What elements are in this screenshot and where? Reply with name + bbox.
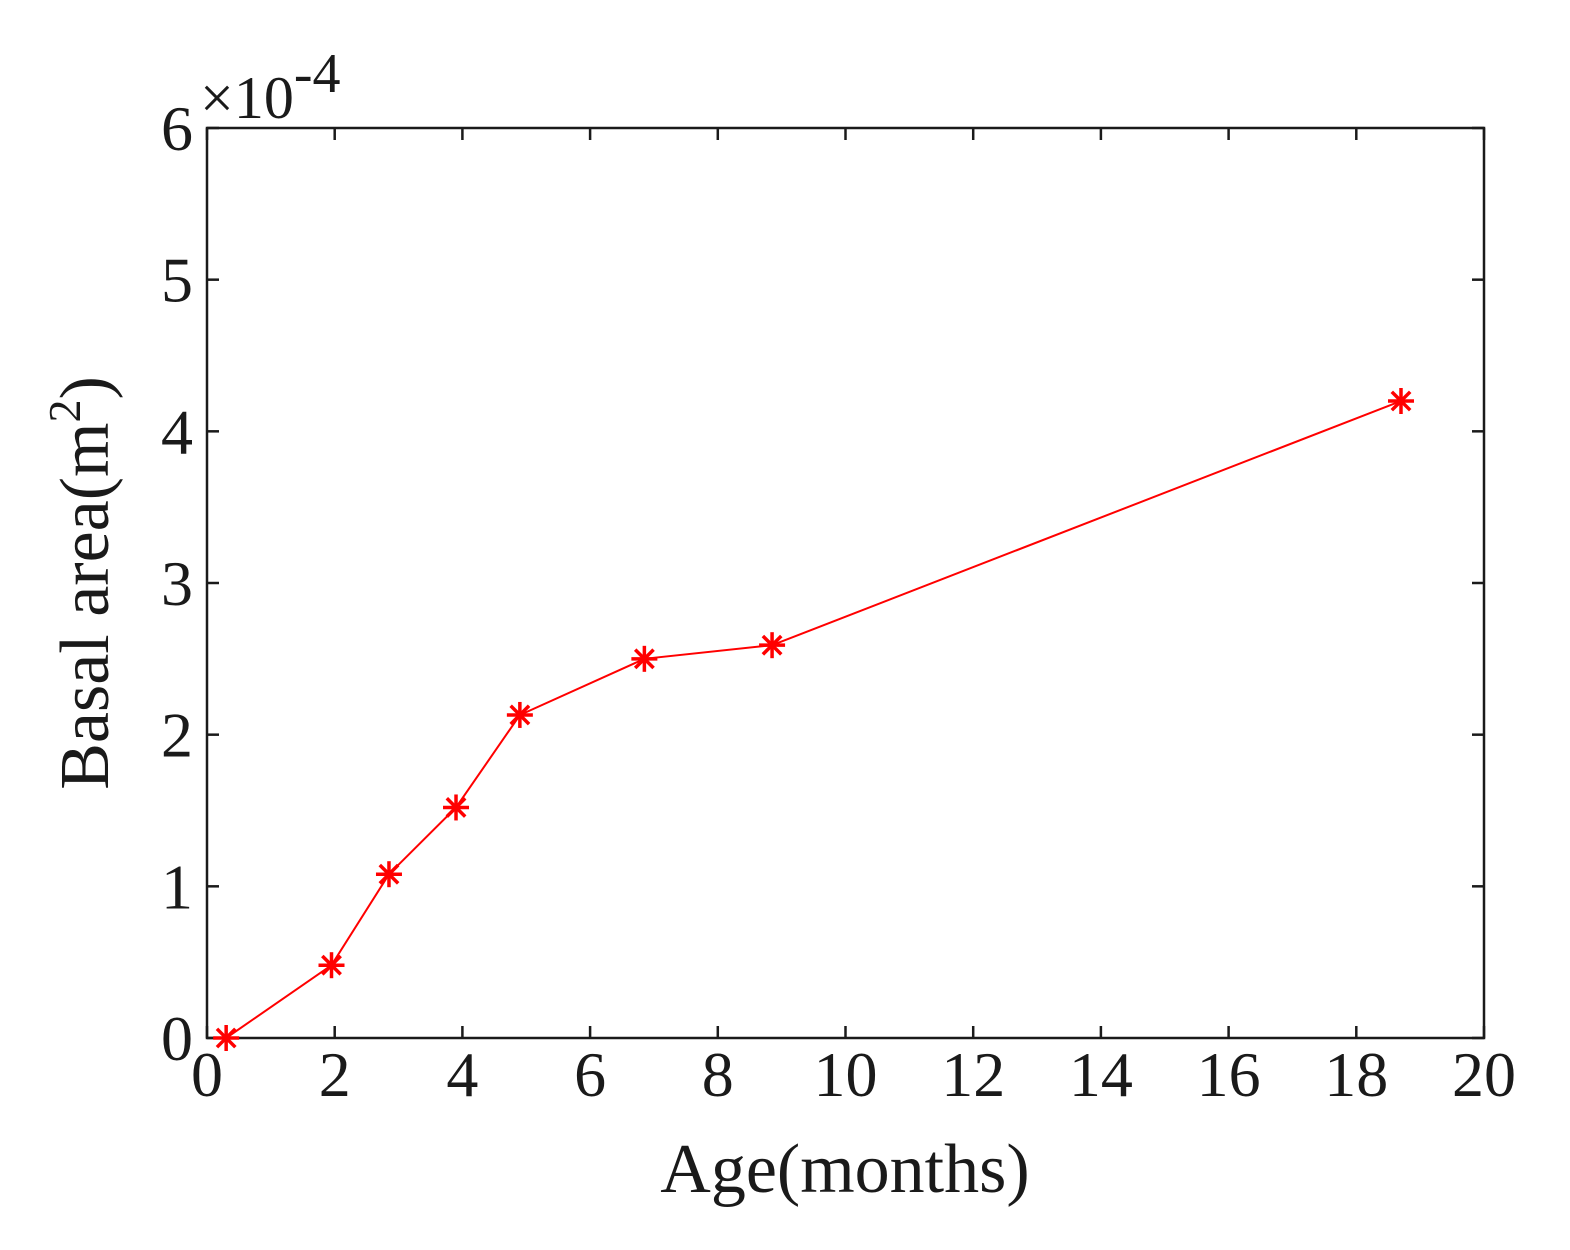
asterisk-stroke [215,1027,237,1049]
data-point [213,1025,240,1051]
y-tick-labels: 0 1 2 3 4 5 6 [161,93,193,1074]
y-tick-label: 3 [161,548,193,619]
asterisk-stroke [761,634,783,656]
asterisk-stroke [445,797,467,818]
x-tick-label: 10 [814,1039,878,1110]
x-tick-label: 2 [319,1039,351,1110]
x-tick-label: 6 [574,1039,606,1110]
data-point [443,794,470,821]
y-axis-label: Basal area(m2) [39,376,124,790]
x-tick-label: 8 [702,1039,734,1110]
y-tick-label: 6 [161,93,193,164]
series-layer [213,388,1414,1051]
data-point [375,861,402,888]
y-multiplier-exponent: -4 [294,43,341,105]
asterisk-stroke [1390,390,1412,412]
x-tick-label: 16 [1197,1039,1261,1110]
data-point [631,645,658,672]
y-multiplier-label: ×10-4 [200,43,341,131]
x-tick-label: 18 [1324,1039,1388,1110]
y-tick-label: 1 [161,851,193,922]
x-tick-label: 0 [191,1039,223,1110]
y-tick-label: 5 [161,245,193,316]
y-tick-label: 4 [161,396,193,467]
asterisk-stroke [321,954,342,976]
asterisk-stroke [509,704,531,726]
y-axis-label-suffix: ) [47,376,124,399]
data-point [759,632,786,659]
data-point [506,701,533,728]
asterisk-stroke [633,648,655,670]
y-axis-label-main: Basal area(m [47,423,124,790]
data-point [1387,388,1414,414]
x-axis-label: Age(months) [660,1131,1029,1208]
asterisk-stroke [378,863,400,885]
x-tick-label: 4 [446,1039,478,1110]
data-point [318,952,345,979]
y-multiplier-base: ×10 [200,65,294,131]
x-tick-label: 20 [1452,1039,1516,1110]
y-axis-label-superscript: 2 [39,400,90,423]
y-tick-label: 2 [161,700,193,771]
x-tick-label: 12 [941,1039,1005,1110]
plot-area [205,126,1486,1040]
x-tick-label: 14 [1069,1039,1133,1110]
series-line [225,400,1402,1039]
y-tick-label: 0 [161,1003,193,1074]
x-tick-labels: 0 2 4 6 8 10 12 14 16 18 20 [191,1039,1516,1110]
